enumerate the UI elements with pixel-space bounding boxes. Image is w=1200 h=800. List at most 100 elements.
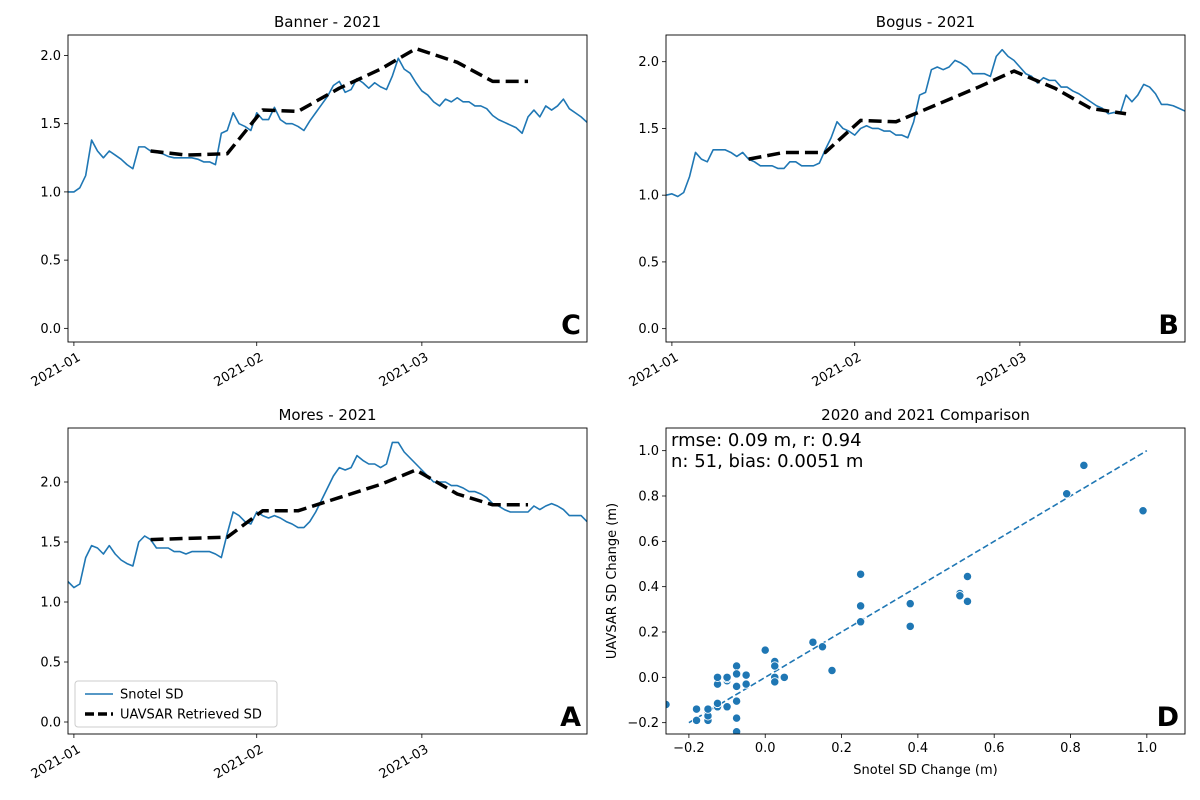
plot-area bbox=[68, 46, 587, 193]
y-tick-label: 1.0 bbox=[638, 444, 659, 459]
x-tick-label: 2021-01 bbox=[29, 350, 84, 390]
scatter-point bbox=[962, 571, 973, 582]
y-tick-label: 1.5 bbox=[638, 122, 659, 137]
scatter-point bbox=[827, 665, 837, 676]
y-tick-label: 0.5 bbox=[40, 254, 61, 269]
scatter-point bbox=[770, 661, 780, 671]
x-tick-label: 2021-02 bbox=[212, 350, 267, 390]
plot-area bbox=[68, 441, 587, 589]
x-tick-label: 0.0 bbox=[755, 741, 776, 756]
chart-title: Bogus - 2021 bbox=[876, 13, 975, 31]
snotel-sd-line bbox=[68, 441, 587, 589]
y-tick-label: 0.0 bbox=[40, 716, 61, 731]
scatter-point bbox=[817, 642, 828, 652]
y-tick-label: 1.0 bbox=[40, 596, 61, 611]
scatter-point bbox=[731, 713, 742, 723]
y-tick-label: 1.0 bbox=[638, 189, 659, 204]
x-tick-label: 2021-01 bbox=[627, 350, 682, 390]
legend-box bbox=[74, 680, 278, 728]
scatter-point bbox=[779, 672, 789, 682]
legend-label-snotel: Snotel SD bbox=[120, 688, 184, 703]
scatter-point bbox=[712, 672, 723, 682]
x-tick-label: 2021-03 bbox=[377, 742, 432, 782]
scatter-point bbox=[760, 645, 770, 655]
uavsar-sd-line bbox=[150, 46, 529, 157]
x-tick-label: 0.2 bbox=[831, 741, 852, 756]
panel-d: −0.2 0.0 0.2 0.4 0.6 0.8 1.0 −0.2 0.0 0.2 0.4 0.6 0.… bbox=[605, 406, 1186, 778]
axes-frame bbox=[665, 427, 1186, 735]
scatter-point bbox=[905, 599, 915, 609]
scatter-point bbox=[691, 715, 702, 726]
y-tick-label: 0.6 bbox=[638, 535, 659, 550]
chart-title: 2020 and 2021 Comparison bbox=[821, 406, 1030, 424]
x-tick-label: 2021-02 bbox=[810, 350, 865, 390]
x-tick-label: 0.6 bbox=[984, 741, 1005, 756]
plot-area bbox=[666, 48, 1185, 198]
y-tick-label: 0.2 bbox=[638, 626, 659, 641]
panel-letter: D bbox=[1157, 702, 1179, 733]
y-tick-label: 1.5 bbox=[40, 117, 61, 132]
scatter-point bbox=[731, 727, 742, 734]
x-tick-label: 2021-01 bbox=[29, 742, 84, 782]
scatter-point bbox=[722, 672, 732, 682]
scatter-point bbox=[855, 569, 866, 579]
y-tick-label: 0.5 bbox=[638, 255, 659, 270]
y-tick-label: 0.4 bbox=[638, 580, 659, 595]
snotel-sd-line bbox=[666, 48, 1185, 198]
y-tick-label: 0.0 bbox=[638, 671, 659, 686]
x-tick-label: 0.4 bbox=[908, 741, 929, 756]
plot-area bbox=[666, 449, 1148, 734]
scatter-point bbox=[770, 677, 780, 687]
chart-title: Banner - 2021 bbox=[274, 13, 381, 31]
x-tick-label: 2021-03 bbox=[377, 350, 432, 390]
y-tick-label: 0.5 bbox=[40, 656, 61, 671]
scatter-point bbox=[741, 679, 751, 689]
snotel-sd-line bbox=[68, 57, 587, 193]
y-tick-label: 1.5 bbox=[40, 536, 61, 551]
scatter-point bbox=[691, 704, 702, 714]
scatter-point bbox=[855, 601, 866, 611]
scatter-point bbox=[808, 637, 818, 647]
y-tick-label: 2.0 bbox=[40, 476, 61, 491]
scatter-point bbox=[741, 670, 751, 680]
y-tick-label: −0.2 bbox=[627, 716, 659, 731]
x-tick-label: −0.2 bbox=[673, 741, 705, 756]
panel-letter: A bbox=[560, 702, 581, 733]
scatter-point bbox=[962, 596, 973, 607]
x-tick-label: 2021-03 bbox=[975, 350, 1030, 390]
x-tick-label: 0.8 bbox=[1060, 741, 1081, 756]
stats-annotation: rmse: 0.09 m, r: 0.94 bbox=[671, 430, 862, 451]
scatter-point bbox=[1079, 460, 1089, 471]
scatter-point bbox=[731, 696, 742, 706]
scatter-point bbox=[722, 702, 732, 712]
panel-letter: B bbox=[1158, 310, 1179, 341]
y-tick-label: 0.0 bbox=[40, 322, 61, 337]
axes-frame bbox=[67, 34, 588, 343]
stats-annotation: n: 51, bias: 0.0051 m bbox=[671, 451, 863, 472]
scatter-point bbox=[666, 699, 671, 710]
scatter-point bbox=[1062, 489, 1072, 499]
axes-frame bbox=[665, 34, 1186, 343]
axes-frame bbox=[67, 427, 588, 735]
panel-letter: C bbox=[561, 310, 581, 341]
panel-b: 0.0 0.5 1.0 1.5 2.0 2021-01 2021-02 2021-03 Bogu… bbox=[627, 13, 1186, 390]
scatter-point bbox=[855, 617, 866, 627]
x-axis-label: Snotel SD Change (m) bbox=[853, 763, 997, 778]
y-tick-label: 0.0 bbox=[638, 322, 659, 337]
scatter-point bbox=[731, 661, 742, 671]
legend-label-uavsar: UAVSAR Retrieved SD bbox=[120, 708, 262, 723]
uavsar-sd-line bbox=[748, 69, 1127, 161]
y-tick-label: 0.8 bbox=[638, 490, 659, 505]
scatter-point bbox=[712, 698, 723, 709]
scatter-point bbox=[955, 591, 965, 601]
y-tick-label: 1.0 bbox=[40, 185, 61, 200]
scatter-point bbox=[905, 621, 915, 631]
scatter-point bbox=[731, 681, 742, 692]
y-tick-label: 2.0 bbox=[638, 55, 659, 70]
x-tick-label: 1.0 bbox=[1136, 741, 1157, 756]
scatter-point bbox=[731, 669, 742, 679]
one-to-one-line bbox=[688, 449, 1148, 724]
legend: Snotel SD UAVSAR Retrieved SD bbox=[74, 680, 278, 728]
y-tick-label: 2.0 bbox=[40, 49, 61, 64]
